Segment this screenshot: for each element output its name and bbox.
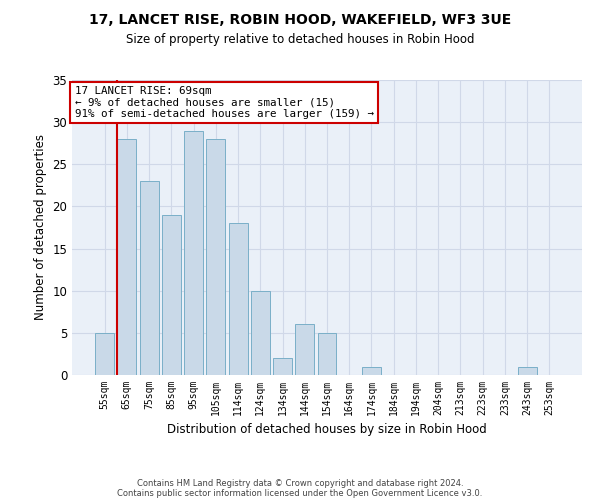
Bar [206, 139, 225, 375]
Y-axis label: Number of detached properties: Number of detached properties [34, 134, 47, 320]
Bar [162, 215, 181, 375]
Bar [317, 333, 337, 375]
Text: Contains HM Land Registry data © Crown copyright and database right 2024.: Contains HM Land Registry data © Crown c… [137, 478, 463, 488]
Bar [95, 333, 114, 375]
Bar [295, 324, 314, 375]
Bar [251, 290, 270, 375]
Bar [229, 224, 248, 375]
Bar [518, 366, 536, 375]
Bar [140, 181, 158, 375]
Bar [273, 358, 292, 375]
Text: Size of property relative to detached houses in Robin Hood: Size of property relative to detached ho… [126, 32, 474, 46]
Text: 17 LANCET RISE: 69sqm
← 9% of detached houses are smaller (15)
91% of semi-detac: 17 LANCET RISE: 69sqm ← 9% of detached h… [74, 86, 374, 119]
Bar [184, 130, 203, 375]
Bar [118, 139, 136, 375]
X-axis label: Distribution of detached houses by size in Robin Hood: Distribution of detached houses by size … [167, 424, 487, 436]
Text: 17, LANCET RISE, ROBIN HOOD, WAKEFIELD, WF3 3UE: 17, LANCET RISE, ROBIN HOOD, WAKEFIELD, … [89, 12, 511, 26]
Bar [362, 366, 381, 375]
Text: Contains public sector information licensed under the Open Government Licence v3: Contains public sector information licen… [118, 488, 482, 498]
